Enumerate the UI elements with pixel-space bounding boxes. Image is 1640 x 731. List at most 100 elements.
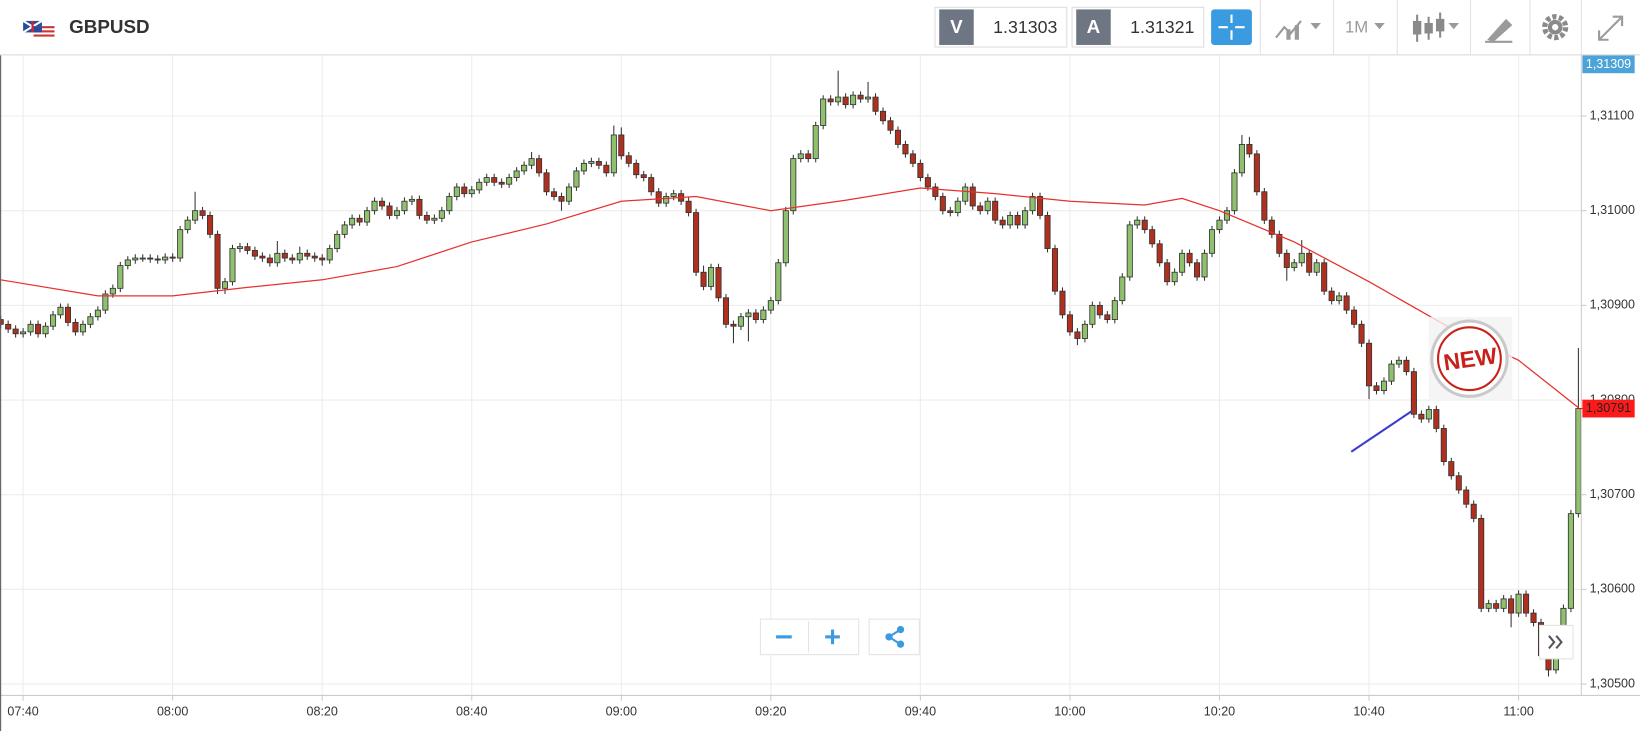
candle-body-up (438, 210, 445, 219)
candle-body-down (932, 186, 939, 197)
y-tick-label: 1,30500 (1590, 676, 1635, 690)
candle-body-up (1388, 363, 1395, 382)
candle-body-up (1500, 598, 1507, 609)
candle-body-up (820, 98, 827, 126)
candle-body-up (94, 309, 101, 318)
y-tick-label: 1,31000 (1590, 203, 1635, 217)
candle-body-up (109, 287, 116, 295)
candle-body-up (184, 219, 191, 231)
candle-body-up (326, 248, 333, 261)
candle-body-down (1433, 409, 1440, 429)
candle-body-up (349, 217, 356, 226)
candle-body-up (835, 96, 842, 103)
candle-body-down (558, 196, 565, 202)
candle-body-up (139, 257, 146, 260)
buy-button[interactable]: A 1.31321 (1071, 6, 1205, 48)
y-tick-label: 1,30600 (1590, 582, 1635, 596)
candle-body-down (1104, 314, 1111, 320)
last-price-bg (1582, 399, 1635, 418)
candle-body-up (707, 267, 715, 287)
candle-body-down (1051, 248, 1059, 292)
sticker-ring (1437, 326, 1502, 392)
candle-body-up (767, 300, 774, 311)
candle-body-down (909, 153, 916, 164)
candle-body-up (236, 246, 243, 249)
crosshair-button[interactable] (1211, 9, 1252, 45)
x-tick-label: 08:20 (307, 704, 338, 718)
candle-body-down (999, 219, 1006, 226)
candle-body-up (446, 196, 453, 212)
candle-body-down (386, 205, 393, 216)
candle-body-up (431, 217, 438, 221)
candle-body-down (12, 328, 19, 335)
candle-type-button[interactable] (1412, 12, 1459, 42)
share-button[interactable] (868, 618, 920, 656)
candle-body-down (1351, 309, 1358, 325)
settings-button[interactable] (1542, 14, 1569, 41)
candle-body-down (805, 153, 812, 160)
zoom-in-button[interactable] (825, 629, 840, 645)
candle-body-down (715, 267, 722, 299)
trend-line-drawing[interactable] (1350, 410, 1413, 453)
candle-body-up (483, 177, 490, 183)
candle-body-up (588, 161, 595, 164)
candle-body-up (1238, 144, 1245, 174)
candle-body-down (603, 164, 610, 174)
candle-body-down (1306, 252, 1313, 273)
candle-body-up (573, 170, 580, 188)
x-tick-label: 09:20 (755, 704, 786, 718)
flag-icon (22, 20, 55, 39)
chart-style-button[interactable] (1275, 20, 1321, 40)
candle-body-up (102, 293, 109, 311)
plot-area (0, 70, 1582, 677)
candle-body-down (356, 217, 363, 223)
scroll-to-end-button[interactable] (1538, 624, 1574, 660)
buy-label-bg (1076, 9, 1111, 45)
candle-body-down (752, 312, 759, 320)
fullscreen-button[interactable] (1598, 15, 1624, 41)
candle-body-down (1268, 219, 1275, 235)
candle-body-down (977, 205, 984, 212)
candle-body-down (1164, 262, 1171, 283)
candle-body-up (962, 186, 969, 202)
candle-body-up (775, 262, 782, 302)
candle-body-down (64, 306, 72, 323)
sell-button[interactable]: V 1.31303 (934, 6, 1068, 48)
candle-body-down (5, 323, 12, 330)
candle-body-up (27, 323, 34, 333)
candle-body-up (334, 233, 341, 249)
zoom-box (759, 618, 860, 656)
candle-body-down (1261, 191, 1268, 221)
candle-body-up (1179, 252, 1186, 273)
candle-body-down (827, 98, 834, 103)
candle-body-up (1208, 229, 1216, 254)
candle-body-up (79, 323, 86, 333)
new-sticker[interactable]: NEW (1428, 316, 1513, 401)
candle-body-down (311, 255, 318, 259)
candle-body-up (1223, 210, 1230, 221)
candle-body-down (1508, 598, 1515, 614)
candle-body-down (289, 257, 296, 261)
candle-body-down (1096, 304, 1103, 316)
candle-body-up (192, 210, 199, 221)
candle-body-up (1119, 276, 1126, 302)
candle-body-up (117, 265, 124, 289)
top-price-bg (1582, 55, 1635, 74)
candle-body-down (969, 186, 976, 207)
candle-body-up (790, 158, 797, 212)
candle-body-down (722, 297, 730, 325)
sticker-circle (1430, 319, 1509, 398)
candle-body-down (595, 161, 602, 166)
y-tick-label: 1,30700 (1590, 487, 1635, 501)
candle-body-down (1321, 262, 1328, 292)
header: GBPUSD V 1.31303 A 1.31321 1M (0, 0, 1640, 56)
candle-body-up (1515, 593, 1522, 614)
candle-body-up (528, 158, 535, 166)
drawing-tools-button[interactable] (1485, 18, 1513, 43)
axes: 1,311001,310001,309001,308001,307001,306… (0, 55, 1640, 731)
candle-body-up (1380, 380, 1388, 392)
candle-body-up (1313, 262, 1320, 273)
candle-body-down (266, 257, 273, 264)
candle-body-up (984, 200, 991, 212)
interval-button[interactable]: 1M (1345, 18, 1385, 37)
